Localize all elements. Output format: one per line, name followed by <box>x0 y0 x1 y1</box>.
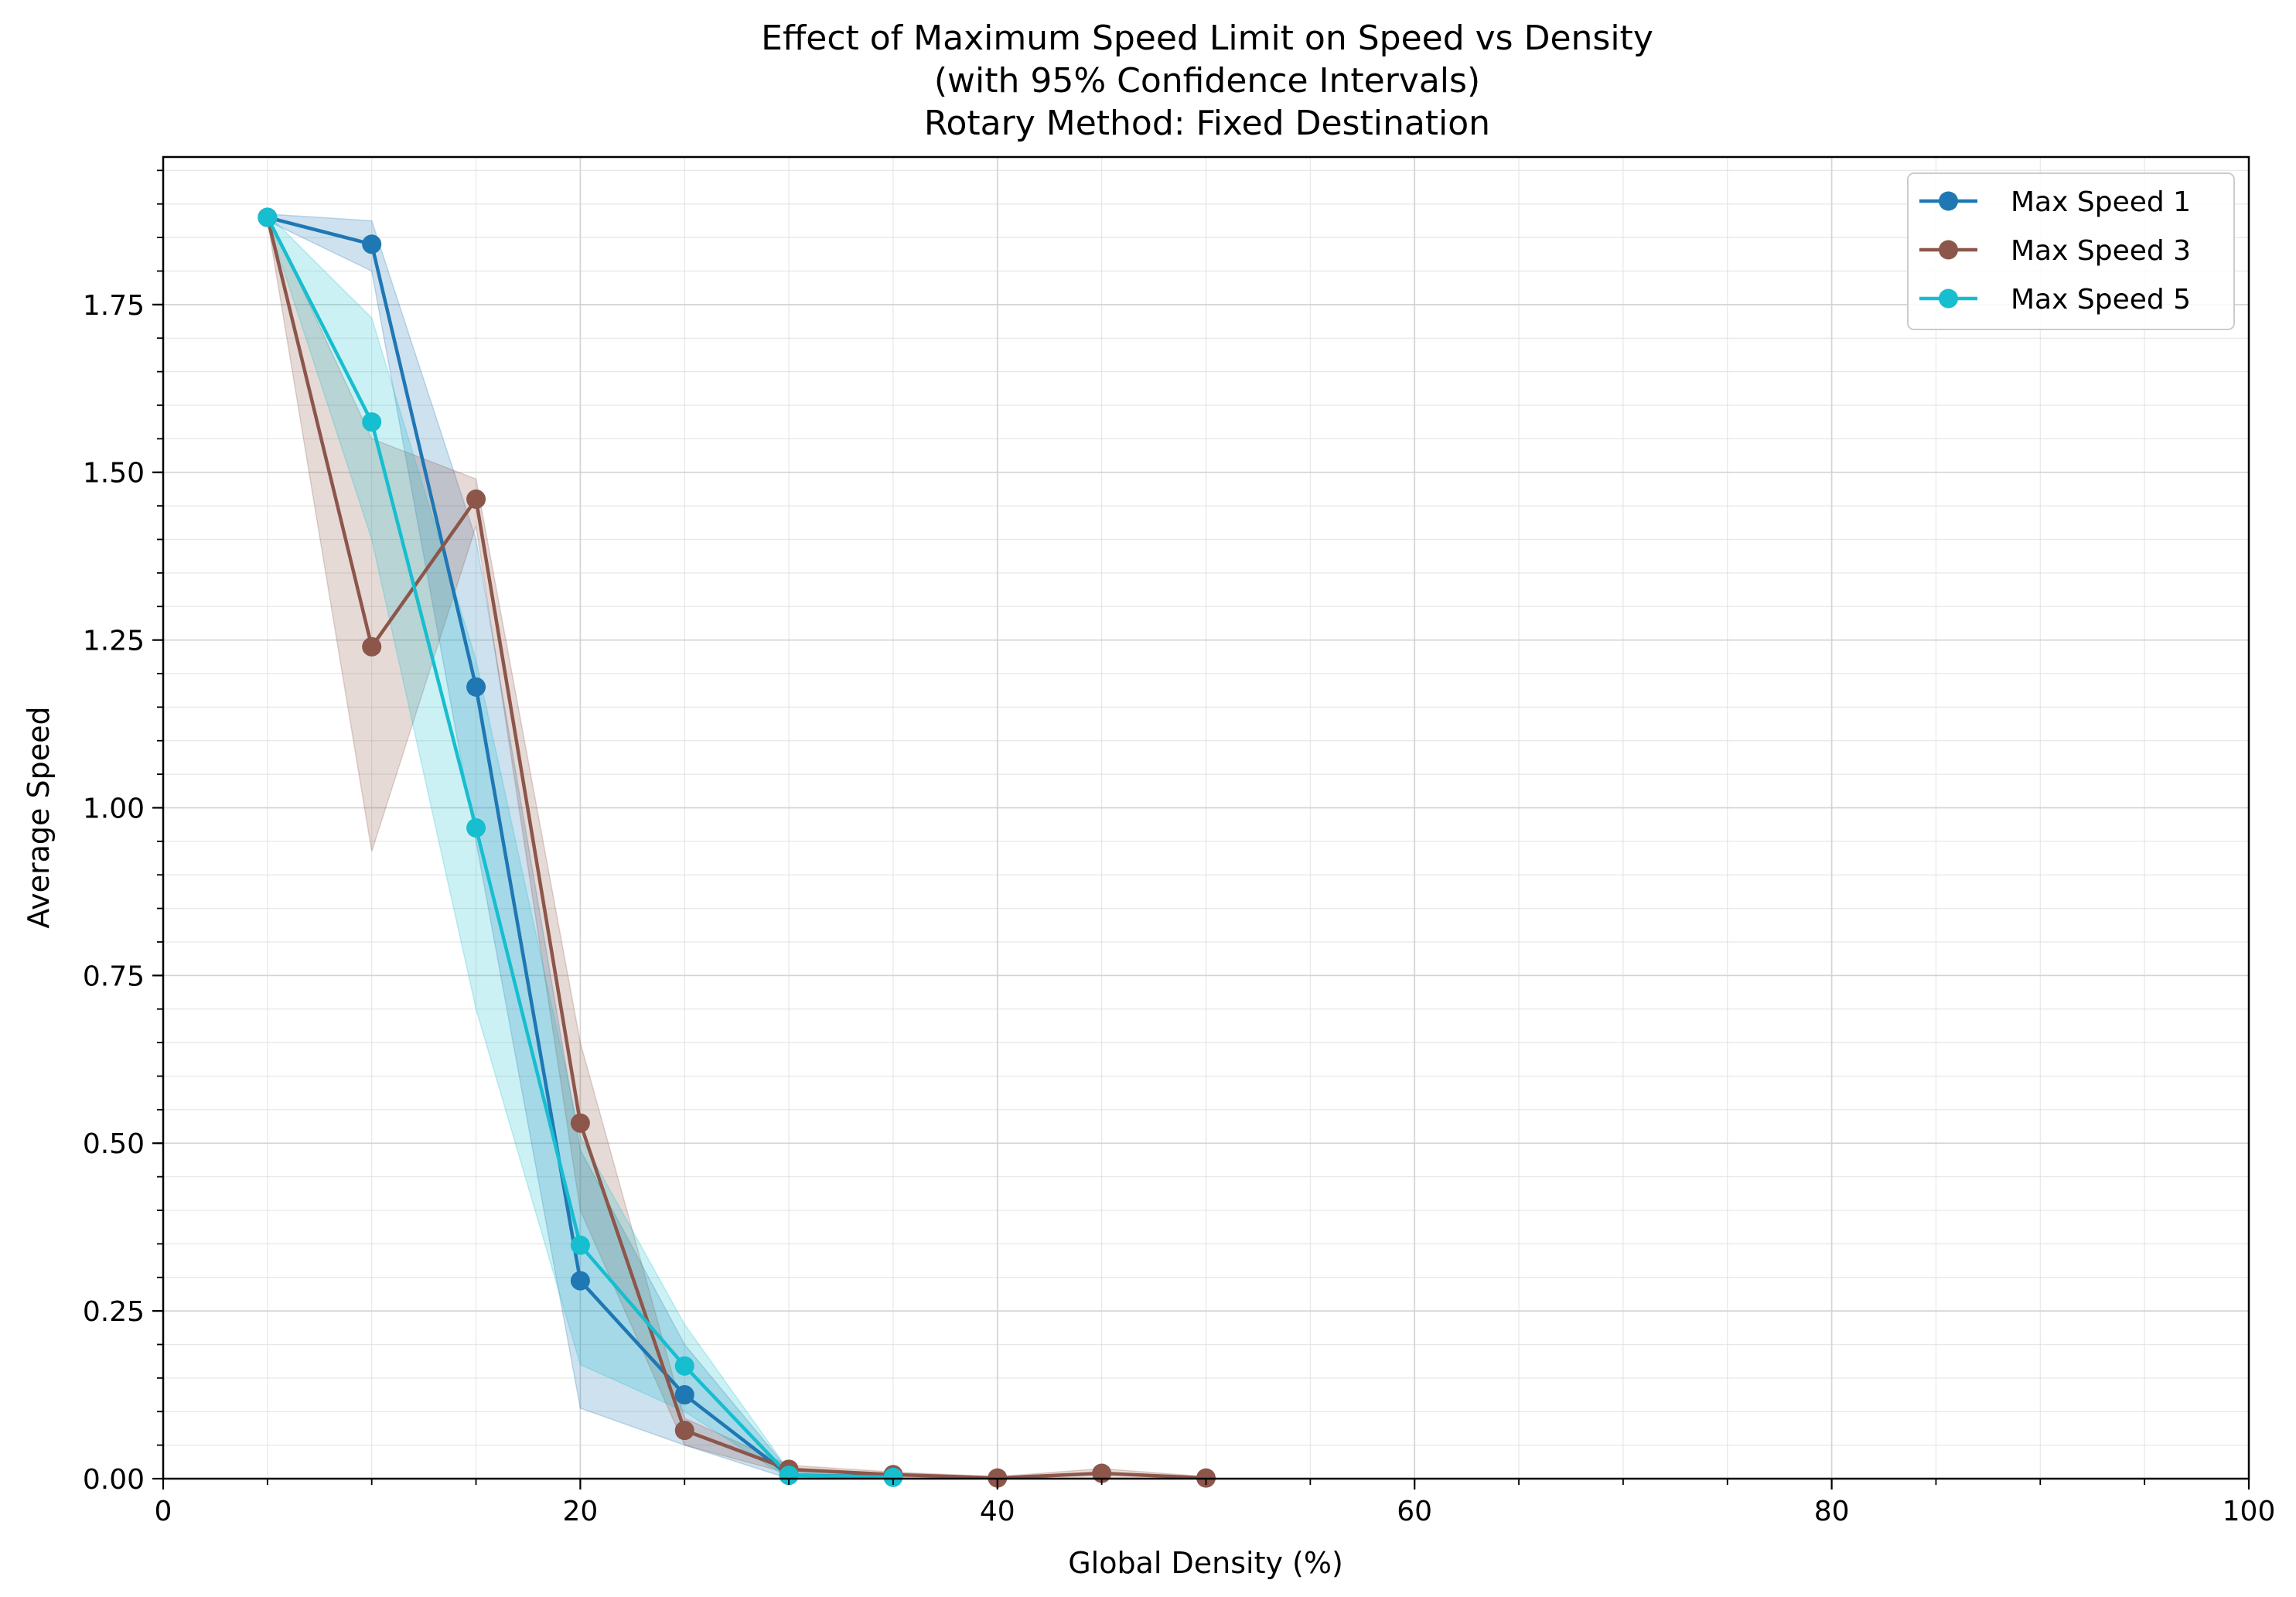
y-tick-label: 1.50 <box>83 458 145 490</box>
axis-ticks <box>152 169 2250 1490</box>
data-point-max-speed-3 <box>466 489 486 509</box>
series-line-max-speed-3 <box>265 217 1206 1480</box>
data-point-max-speed-5 <box>362 412 382 432</box>
x-tick-labels: 0 20 40 60 80 100 <box>155 1496 2276 1527</box>
data-point-max-speed-5 <box>570 1235 590 1255</box>
data-point-max-speed-5 <box>674 1356 694 1376</box>
legend-marker-max-speed-3 <box>1939 240 1958 260</box>
y-tick-label: 1.00 <box>83 793 145 824</box>
legend-marker-max-speed-5 <box>1939 288 1958 309</box>
chart-title-line-1: Effect of Maximum Speed Limit on Speed v… <box>761 19 1653 58</box>
legend-box <box>1907 172 2235 330</box>
data-point-max-speed-1 <box>362 234 382 254</box>
legend: Max Speed 1 Max Speed 3 Max Speed 5 <box>1907 172 2235 330</box>
x-tick-label: 100 <box>2223 1496 2276 1527</box>
data-point-max-speed-1 <box>466 677 486 697</box>
legend-label-max-speed-3: Max Speed 3 <box>2011 235 2191 267</box>
data-point-max-speed-5 <box>466 818 486 838</box>
x-tick-label: 20 <box>562 1496 598 1527</box>
x-tick-label: 0 <box>155 1496 172 1527</box>
x-tick-label: 60 <box>1397 1496 1432 1527</box>
y-tick-label: 0.25 <box>83 1296 145 1328</box>
legend-marker-max-speed-1 <box>1939 191 1958 211</box>
y-tick-label: 1.75 <box>83 290 145 322</box>
data-point-max-speed-5 <box>883 1467 903 1487</box>
chart-title-line-2: (with 95% Confidence Intervals) <box>934 61 1480 101</box>
series-markers <box>258 207 1216 1488</box>
data-point-max-speed-3 <box>570 1113 590 1133</box>
series-lines <box>265 215 1206 1480</box>
x-axis-label: Global Density (%) <box>1068 1546 1343 1580</box>
y-tick-labels: 0.00 0.25 0.50 0.75 1.00 1.25 1.50 1.75 <box>83 290 145 1496</box>
y-tick-label: 0.75 <box>83 961 145 992</box>
data-point-max-speed-5 <box>258 207 278 227</box>
y-axis-label: Average Speed <box>22 706 56 928</box>
data-point-max-speed-1 <box>674 1385 694 1405</box>
data-point-max-speed-3 <box>674 1421 694 1441</box>
data-point-max-speed-5 <box>779 1466 799 1486</box>
data-point-max-speed-1 <box>570 1271 590 1291</box>
y-tick-label: 0.00 <box>83 1464 145 1496</box>
x-tick-label: 40 <box>980 1496 1015 1527</box>
chart-title-line-3: Rotary Method: Fixed Destination <box>924 104 1490 143</box>
x-tick-label: 80 <box>1814 1496 1850 1527</box>
legend-label-max-speed-1: Max Speed 1 <box>2011 186 2191 218</box>
y-tick-label: 0.50 <box>83 1128 145 1160</box>
legend-label-max-speed-5: Max Speed 5 <box>2011 284 2191 316</box>
data-point-max-speed-3 <box>362 636 382 657</box>
y-tick-label: 1.25 <box>83 626 145 657</box>
chart-title: Effect of Maximum Speed Limit on Speed v… <box>761 19 1653 143</box>
